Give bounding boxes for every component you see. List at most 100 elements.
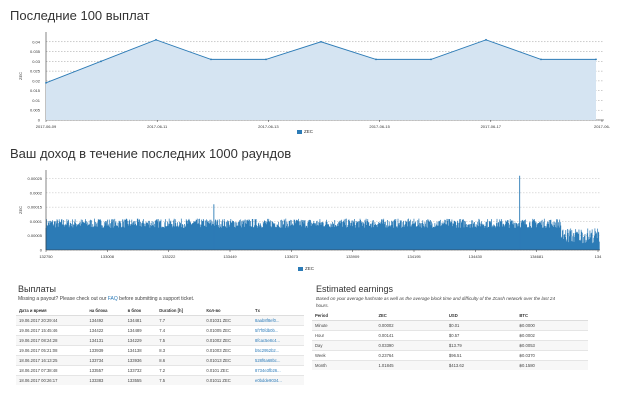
x-tick-label: 132750 (39, 254, 53, 259)
tx-link[interactable]: 8734e3fb26... (252, 365, 304, 376)
y-tick-label: 0.00005 (28, 233, 43, 238)
table-cell: 133557 (86, 365, 125, 376)
column-header: ZEC (375, 311, 446, 321)
earnings-chart: 0.00025 0.0002 0.00015 0.0001 0.00005 0 ZEC 132… (0, 164, 640, 264)
estimated-table: Period ZEC USD BTC Minute 0.00002 $0.01 ฿0.000… (312, 311, 588, 370)
y-tick-label: 0.025 (30, 69, 41, 74)
column-header: Period (312, 311, 376, 321)
y-tick-label: 0.00015 (28, 205, 43, 210)
x-tick-label: 2017-06-09 (36, 124, 57, 129)
x-tick-label: 134 (595, 254, 602, 259)
data-point (210, 58, 212, 61)
table-cell: 18.06.2017 16:13:25 (16, 355, 87, 366)
table-cell: 0.03390 (375, 340, 446, 351)
tx-link[interactable]: 8fcac5e8c4... (252, 335, 304, 346)
table-row: 19.06.2017 08:24:28 134131 134229 7.5 0.0100… (16, 335, 304, 346)
table-row: Hour 0.00141 $0.57 ฿0.0002 (312, 330, 588, 341)
x-tick-label: 133008 (101, 254, 115, 259)
table-row: 19.06.2017 15:45:46 134422 134489 7.4 0.0100… (16, 325, 304, 336)
y-tick-label: 0 (38, 118, 41, 123)
data-point (320, 40, 322, 43)
column-header: Кол-во (203, 306, 253, 316)
table-cell: 7.4 (156, 325, 204, 336)
x-tick-label: 134195 (407, 254, 421, 259)
table-row: Day 0.03390 $13.79 ฿0.0053 (312, 340, 588, 351)
table-cell: Minute (312, 320, 376, 331)
table-cell: 134489 (124, 325, 157, 336)
y-tick-label: 0 (40, 248, 43, 253)
table-cell: 0.01013 ZEC (203, 355, 253, 366)
table-row: Week 0.23764 $96.51 ฿0.0370 (312, 350, 588, 361)
table-cell: 19.06.2017 05:21:08 (16, 345, 87, 356)
table-row: Month 1.01845 $413.62 ฿0.1580 (312, 360, 588, 370)
table-cell: 0.01005 ZEC (203, 325, 253, 336)
table-cell: 133936 (124, 355, 157, 366)
tx-link[interactable]: 5f7f0fdb0b... (252, 325, 304, 336)
data-point (595, 58, 597, 61)
x-tick-label: 2017-06-15 (369, 124, 390, 129)
tx-link[interactable]: e0bdde9034... (252, 375, 304, 385)
y-tick-label: 0.015 (30, 88, 41, 93)
x-tick-label: 134430 (469, 254, 483, 259)
tx-link[interactable]: 528f6a68bc... (252, 355, 304, 366)
table-cell: 133939 (86, 345, 125, 356)
column-header: на блока (86, 306, 125, 316)
column-header: в блок (124, 306, 157, 316)
payouts-chart-legend: ZEC (297, 129, 313, 134)
table-cell: ฿0.0053 (516, 340, 588, 351)
table-cell: 18.06.2017 00:26:17 (16, 375, 87, 385)
table-cell: ฿0.0002 (516, 330, 588, 341)
table-cell: 7.7 (156, 315, 204, 326)
legend-swatch (297, 129, 302, 134)
table-cell: 1.01845 (375, 360, 446, 370)
data-point (540, 58, 542, 61)
y-tick-label: 0.005 (30, 108, 41, 113)
table-cell: 19.06.2017 20:29:44 (16, 315, 87, 326)
table-cell: 0.23764 (375, 350, 446, 361)
table-cell: ฿0.0000 (516, 320, 588, 331)
y-axis-label: ZEC (18, 206, 23, 214)
x-tick-label: 133673 (285, 254, 299, 259)
table-row: 19.06.2017 20:29:44 134492 134481 7.7 0.0103… (16, 315, 304, 326)
data-point (375, 58, 377, 61)
table-cell: Month (312, 360, 376, 370)
table-cell: 133383 (86, 375, 125, 385)
table-cell: ฿0.0370 (516, 350, 588, 361)
table-cell: Week (312, 350, 376, 361)
y-tick-label: 0.03 (32, 59, 41, 64)
table-cell: $0.57 (445, 330, 517, 341)
data-point (45, 81, 47, 84)
table-cell: 7.5 (156, 335, 204, 346)
tx-link[interactable]: b5c2952b2... (252, 345, 304, 356)
table-row: 18.06.2017 16:13:25 133734 133936 8.6 0.0101… (16, 355, 304, 366)
column-header: USD (445, 311, 517, 321)
table-cell: 133732 (124, 365, 157, 376)
legend-swatch (298, 266, 303, 271)
column-header: Tx (252, 306, 304, 316)
column-header: Duration [h] (156, 306, 204, 316)
y-tick-label: 0.02 (32, 78, 41, 83)
table-cell: 19.06.2017 15:45:46 (16, 325, 87, 336)
table-cell: 0.0101 ZEC (203, 365, 253, 376)
table-cell: Hour (312, 330, 376, 341)
payouts-title: Выплаты (18, 284, 56, 294)
x-tick-label: 2017-06-11 (147, 124, 168, 129)
table-cell: 8.3 (156, 345, 204, 356)
column-header: BTC (516, 311, 588, 321)
table-cell: 8.6 (156, 355, 204, 366)
tx-link[interactable]: 8aab8f8ef0... (252, 315, 304, 326)
y-tick-label: 0.035 (30, 49, 41, 54)
payouts-chart-title: Последние 100 выплат (10, 8, 150, 23)
data-point (155, 38, 157, 41)
table-cell: 133734 (86, 355, 125, 366)
x-tick-label: 2017-06-17 (481, 124, 502, 129)
x-tick-label: 134681 (530, 254, 544, 259)
legend-label: ZEC (304, 129, 313, 134)
faq-link[interactable]: FAQ (107, 296, 118, 302)
payouts-note: Missing a payout? Please check out our F… (18, 296, 194, 303)
area-fill (46, 39, 596, 120)
table-cell: 134229 (124, 335, 157, 346)
estimated-note: Based on your average hashrate as well a… (316, 296, 556, 308)
legend-label: ZEC (305, 266, 314, 271)
data-point (100, 60, 102, 63)
